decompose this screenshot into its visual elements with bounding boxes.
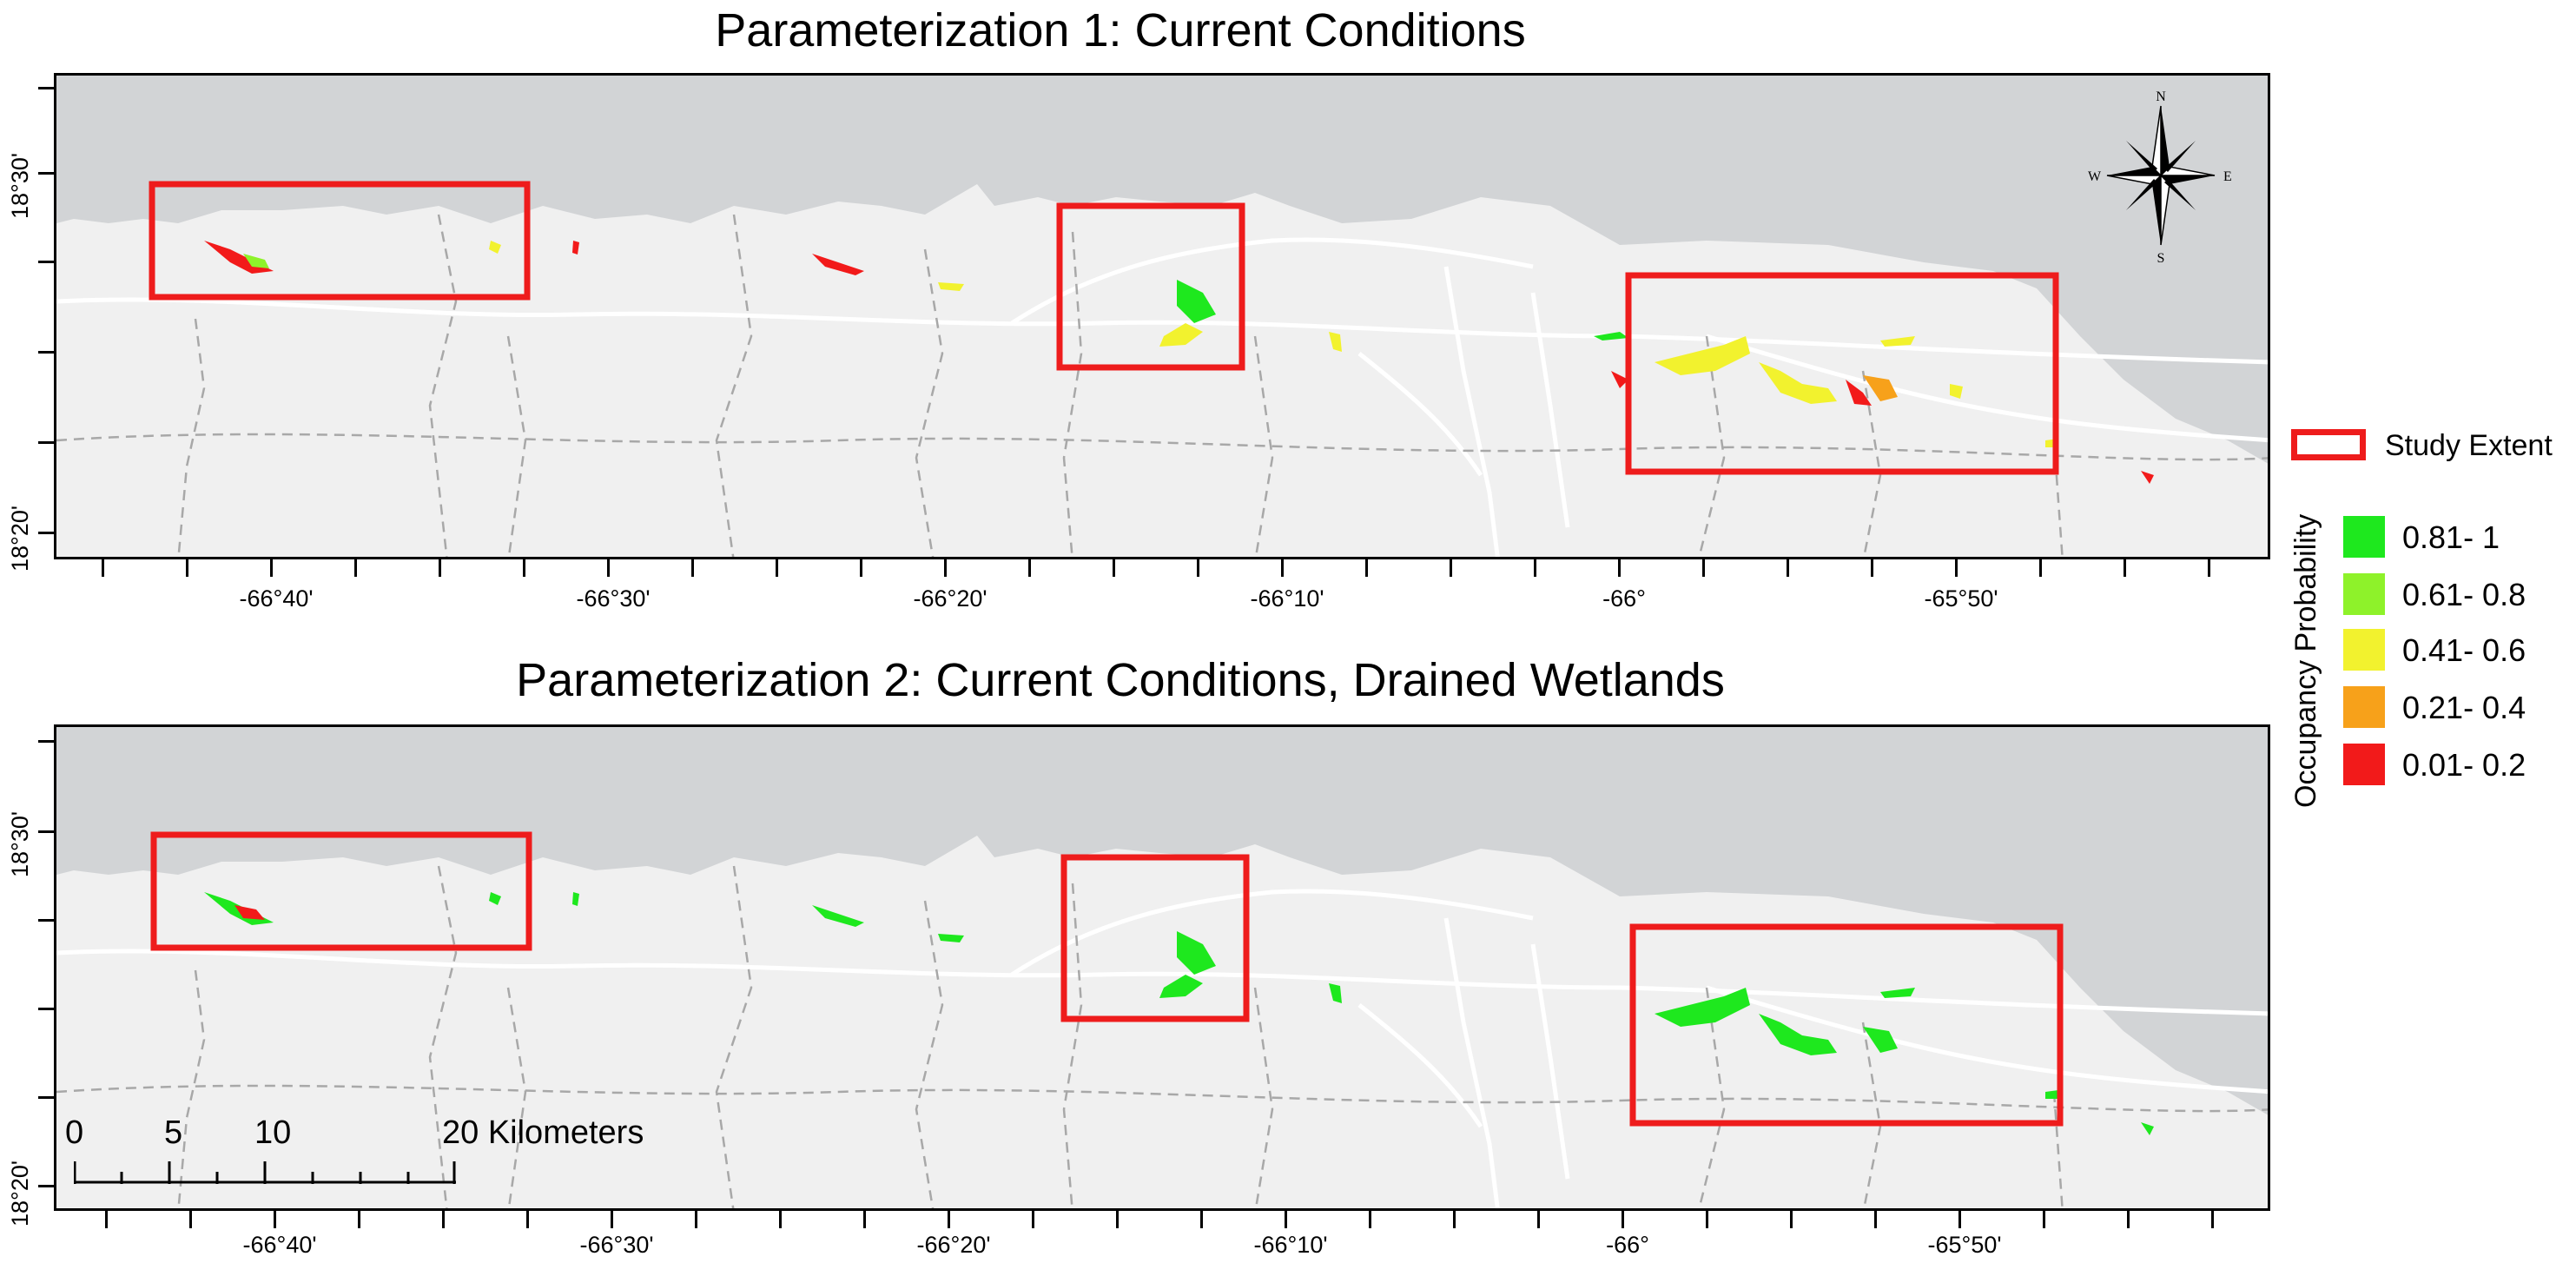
occupancy-patches [204, 241, 2154, 484]
panel-2-basemap [56, 727, 2268, 1208]
legend-label-2: 0.41- 0.6 [2402, 632, 2526, 668]
lat-tick [38, 261, 56, 263]
lat-tick [38, 830, 56, 833]
study-extent-boxes [149, 181, 2059, 475]
study-extent-swatch [2291, 429, 2366, 460]
lon-label: -66° [1602, 585, 1646, 612]
lat-tick [38, 919, 56, 922]
west-label: W [2088, 169, 2102, 184]
lat-tick [38, 1008, 56, 1010]
lat-label-18-20: 18°20' [7, 1160, 33, 1227]
lat-tick [38, 172, 56, 175]
lon-label: -66°20' [913, 585, 987, 612]
study-extent-boxes [150, 831, 2064, 1127]
lon-label: -66°40' [242, 1232, 317, 1258]
lat-tick [38, 87, 56, 89]
lat-tick [38, 1185, 56, 1187]
lat-label-18-20: 18°20' [7, 505, 33, 572]
ocean-area [56, 76, 2268, 464]
municipal-boundaries [56, 865, 2268, 1208]
lon-label: -65°50' [1927, 1232, 2002, 1258]
lat-tick [38, 441, 56, 444]
lon-label: -65°50' [1924, 585, 1998, 612]
legend-swatch-0 [2343, 516, 2385, 558]
east-label: E [2223, 169, 2232, 184]
lon-label: -66°40' [239, 585, 314, 612]
lon-label: -66°20' [916, 1232, 991, 1258]
major-roads [56, 237, 2268, 557]
scale-bar-graphic [74, 1161, 456, 1184]
major-roads [56, 889, 2268, 1208]
legend-swatch-1 [2343, 573, 2385, 615]
lat-label-18-30: 18°30' [7, 152, 33, 219]
north-arrow-icon: N S E W [2088, 89, 2232, 266]
legend-title: Occupancy Probability [2289, 513, 2322, 808]
north-label: N [2156, 89, 2166, 104]
panel-2-title: Parameterization 2: Current Conditions, … [516, 654, 1725, 706]
lat-tick [38, 740, 56, 743]
legend-swatch-3 [2343, 686, 2385, 728]
lon-label: -66°10' [1253, 1232, 1328, 1258]
occupancy-patches [204, 892, 2154, 1135]
lat-label-18-30: 18°30' [7, 810, 33, 877]
lat-tick [38, 351, 56, 354]
scale-label-0: 0 [65, 1114, 84, 1151]
legend-label-4: 0.01- 0.2 [2402, 747, 2526, 783]
panel-2-map: 0 5 10 20 Kilometers [54, 724, 2270, 1211]
legend-swatch-4 [2343, 744, 2385, 785]
legend-label-0: 0.81- 1 [2402, 519, 2500, 555]
panel-1-title: Parameterization 1: Current Conditions [715, 4, 1526, 56]
scale-label-10: 10 [254, 1114, 292, 1151]
legend-label-3: 0.21- 0.4 [2402, 690, 2526, 725]
study-extent-label: Study Extent [2385, 429, 2553, 462]
legend-swatch-2 [2343, 629, 2385, 671]
south-label: S [2157, 251, 2165, 266]
lat-tick [38, 1096, 56, 1099]
ocean-area [56, 727, 2268, 1115]
scale-label-5: 5 [164, 1114, 183, 1151]
legend-label-1: 0.61- 0.8 [2402, 577, 2526, 612]
panel-1-map: N S E W [54, 73, 2270, 559]
lon-label: -66° [1606, 1232, 1649, 1258]
lon-label: -66°30' [579, 1232, 654, 1258]
scale-label-20-km: 20 Kilometers [442, 1114, 644, 1151]
municipal-boundaries [56, 214, 2268, 557]
lon-label: -66°10' [1250, 585, 1324, 612]
lat-tick [38, 532, 56, 534]
lon-label: -66°30' [576, 585, 651, 612]
panel-1-basemap: N S E W [56, 76, 2268, 557]
